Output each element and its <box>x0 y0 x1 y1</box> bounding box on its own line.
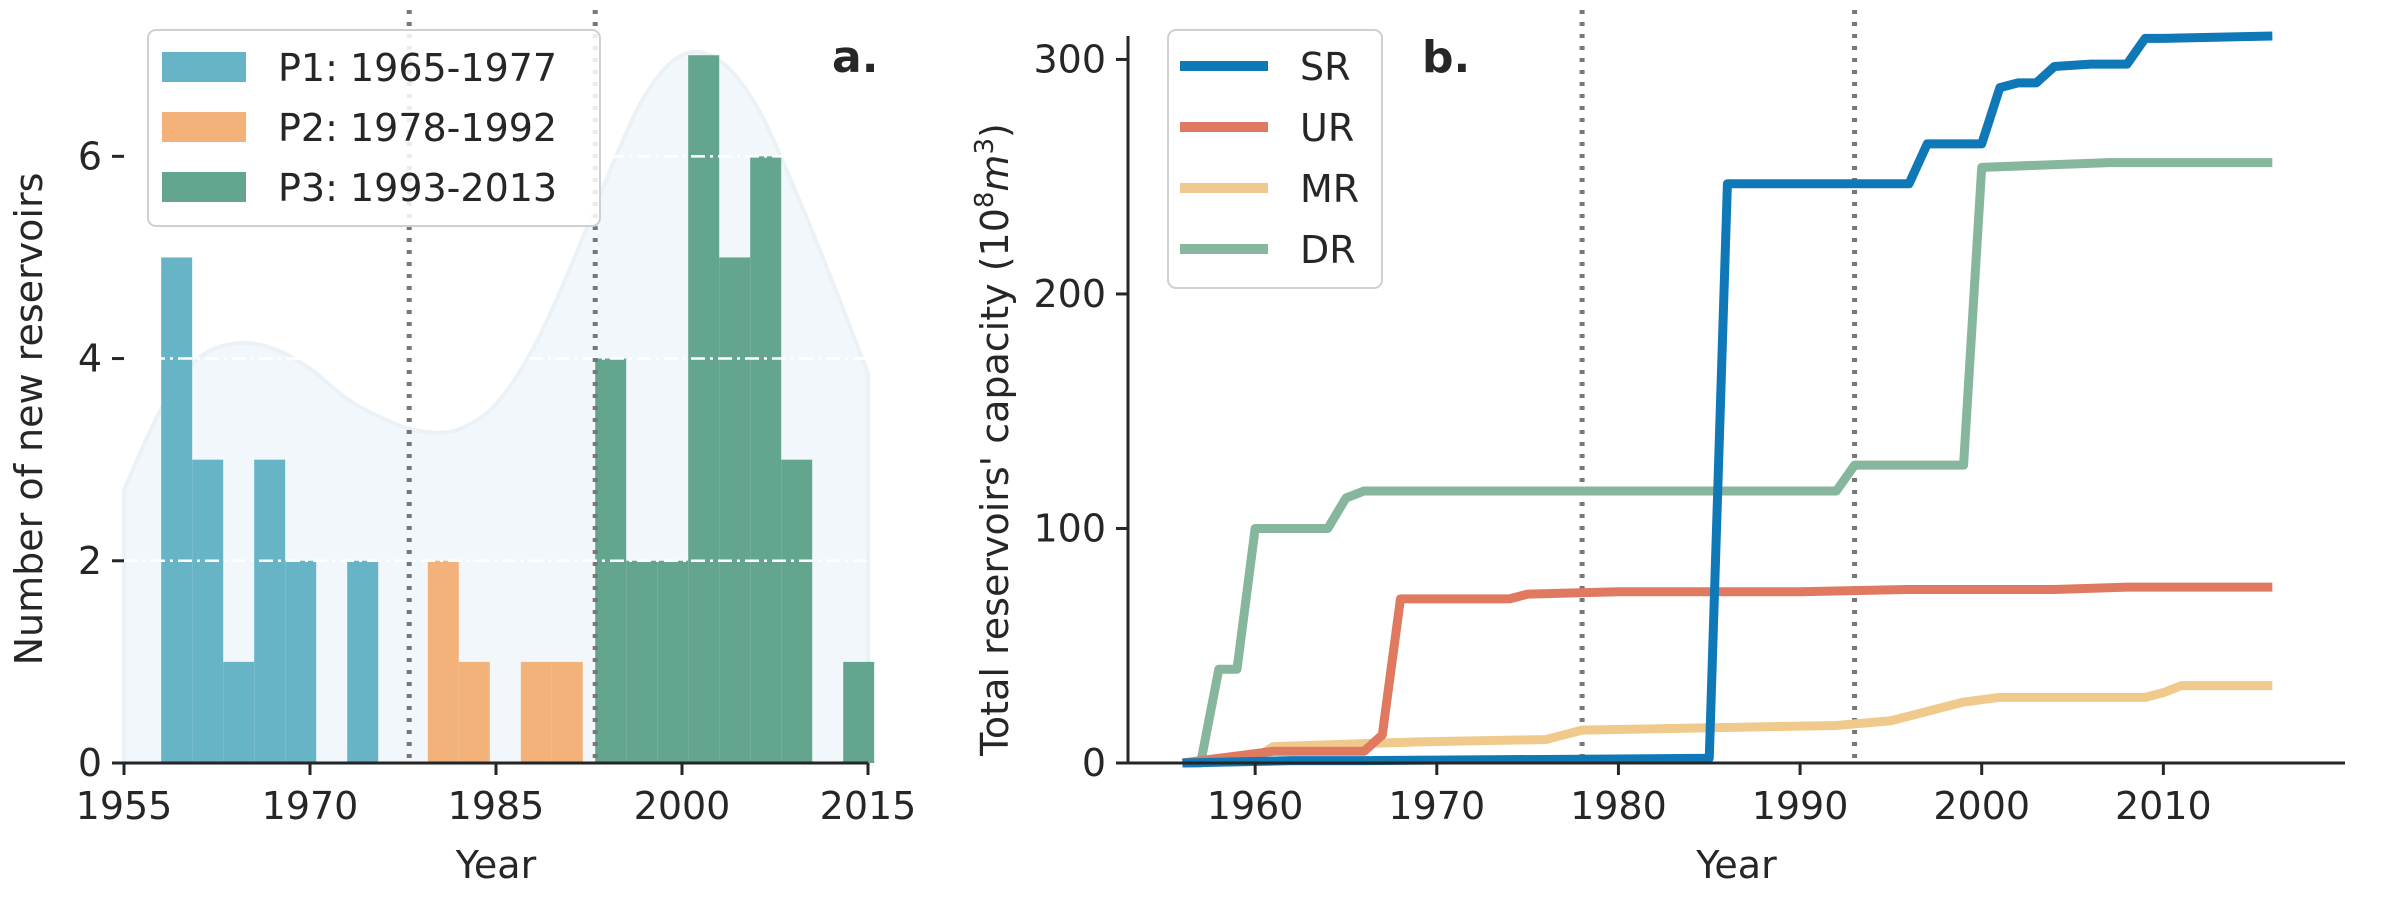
series-line-sr <box>1182 31 2273 768</box>
y-axis-label-unit: m <box>973 155 1017 192</box>
x-tick-label: 2000 <box>1933 784 2030 828</box>
bar <box>520 661 552 763</box>
bar <box>657 560 689 763</box>
legend-swatch <box>162 172 246 202</box>
series-lines <box>1181 31 2273 768</box>
y-tick-label: 2 <box>78 539 102 583</box>
y-axis-label-text: Total reservoirs' capacity (10 <box>973 208 1017 757</box>
histogram-panel: 1955 1970 1985 2000 2015 0 2 4 6 Year Number of… <box>7 10 916 887</box>
x-tick-label: 1970 <box>1388 784 1485 828</box>
y-tick-label: 100 <box>1033 506 1106 550</box>
y-tick-label: 6 <box>78 134 102 178</box>
period-dividers <box>406 10 598 763</box>
bar <box>843 661 875 763</box>
x-tick-label: 1970 <box>262 784 359 828</box>
bar <box>161 257 193 763</box>
panel-label: a. <box>832 32 878 83</box>
bar <box>427 560 459 763</box>
bar <box>688 55 720 763</box>
legend-swatch <box>162 52 246 82</box>
panel-label: b. <box>1422 32 1470 83</box>
x-tick-label: 1990 <box>1752 784 1849 828</box>
y-axis-label-close: ) <box>973 123 1017 138</box>
x-ticks: 1960 1970 1980 1990 2000 2010 <box>1207 763 2212 828</box>
bar <box>750 156 782 764</box>
series-line-ur <box>1181 582 2273 768</box>
y-axis-label-sup: 8 <box>970 192 1000 209</box>
x-tick-label: 1985 <box>448 784 545 828</box>
legend-frame <box>147 29 601 227</box>
legend-label: P1: 1965-1977 <box>278 46 557 90</box>
bar <box>719 257 751 763</box>
y-ticks: 0 2 4 6 <box>78 134 124 785</box>
bar <box>223 661 255 763</box>
legend-label: DR <box>1300 228 1356 272</box>
legend: SR UR MR DR <box>1167 29 1383 289</box>
bar <box>347 560 379 763</box>
legend: P1: 1965-1977 P2: 1978-1992 P3: 1993-2013 <box>147 29 601 227</box>
x-ticks: 1955 1970 1985 2000 2015 <box>76 763 917 828</box>
legend-swatch <box>162 112 246 142</box>
histogram-bars <box>161 55 875 764</box>
series-line-mr <box>1182 681 2273 768</box>
y-tick-label: 0 <box>78 741 102 785</box>
y-tick-label: 200 <box>1033 272 1106 316</box>
legend-frame <box>1167 29 1383 289</box>
bar <box>192 459 224 763</box>
period-dividers <box>1579 10 1858 763</box>
x-axis-label: Year <box>1695 843 1777 887</box>
y-axis-label: Number of new reservoirs <box>7 173 51 666</box>
x-tick-label: 2015 <box>820 784 917 828</box>
y-axis-label-unit-sup: 3 <box>970 138 1000 155</box>
legend-label: P2: 1978-1992 <box>278 106 557 150</box>
legend-label: MR <box>1300 167 1359 211</box>
bar <box>781 459 813 763</box>
bar <box>285 560 317 763</box>
legend-label: UR <box>1300 106 1354 150</box>
x-tick-label: 1955 <box>76 784 173 828</box>
y-tick-label: 0 <box>1082 741 1106 785</box>
y-ticks: 0 100 200 300 <box>1033 37 1128 785</box>
legend-label: P3: 1993-2013 <box>278 166 557 210</box>
x-axis-label: Year <box>455 843 537 887</box>
bar <box>551 661 583 763</box>
series-line-dr <box>1182 158 2273 768</box>
bar <box>254 459 286 763</box>
y-tick-label: 4 <box>78 337 102 381</box>
y-axis-label: Total reservoirs' capacity (108m3) <box>970 123 1017 757</box>
line-panel: 1960 1970 1980 1990 2000 2010 0 100 200 300 Year… <box>970 10 2345 887</box>
bar <box>626 560 658 763</box>
x-tick-label: 2010 <box>2115 784 2212 828</box>
x-tick-label: 1960 <box>1207 784 1304 828</box>
legend-label: SR <box>1300 45 1351 89</box>
x-tick-label: 1980 <box>1570 784 1667 828</box>
bar <box>458 661 490 763</box>
x-tick-label: 2000 <box>634 784 731 828</box>
y-tick-label: 300 <box>1033 37 1106 81</box>
